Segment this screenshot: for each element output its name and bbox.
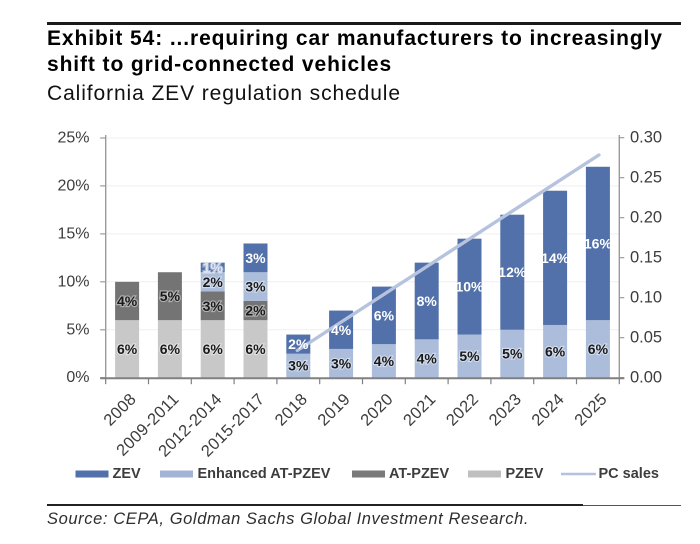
svg-text:2008: 2008 <box>100 390 140 430</box>
svg-text:PC sales: PC sales <box>599 466 659 482</box>
svg-text:2020: 2020 <box>357 390 397 430</box>
svg-text:6%: 6% <box>160 341 181 357</box>
svg-text:12%: 12% <box>498 264 527 280</box>
svg-text:2019: 2019 <box>314 390 354 430</box>
svg-text:6%: 6% <box>545 343 566 359</box>
svg-text:14%: 14% <box>541 250 570 266</box>
svg-text:4%: 4% <box>117 293 138 309</box>
svg-text:20%: 20% <box>57 177 89 194</box>
svg-text:25%: 25% <box>57 130 89 147</box>
svg-text:0%: 0% <box>66 369 89 386</box>
svg-text:AT-PZEV: AT-PZEV <box>389 466 449 482</box>
svg-text:2025: 2025 <box>571 390 611 430</box>
svg-text:1%: 1% <box>203 259 224 275</box>
svg-text:2022: 2022 <box>443 390 483 430</box>
svg-text:6%: 6% <box>588 341 609 357</box>
svg-text:6%: 6% <box>374 307 395 323</box>
svg-text:2%: 2% <box>203 274 224 290</box>
svg-text:2%: 2% <box>245 303 266 319</box>
svg-text:8%: 8% <box>417 293 438 309</box>
svg-text:10%: 10% <box>455 279 484 295</box>
svg-text:0.20: 0.20 <box>630 209 662 227</box>
svg-text:15%: 15% <box>57 225 89 242</box>
svg-text:0.00: 0.00 <box>630 369 662 387</box>
svg-text:5%: 5% <box>160 288 181 304</box>
svg-text:2021: 2021 <box>400 390 440 430</box>
svg-text:6%: 6% <box>245 341 266 357</box>
svg-text:0.25: 0.25 <box>630 169 662 187</box>
svg-text:4%: 4% <box>374 353 395 369</box>
svg-text:3%: 3% <box>203 298 224 314</box>
svg-text:6%: 6% <box>203 341 224 357</box>
svg-text:3%: 3% <box>245 279 266 295</box>
svg-text:5%: 5% <box>66 321 89 338</box>
svg-text:2024: 2024 <box>528 390 568 430</box>
svg-text:3%: 3% <box>288 358 309 374</box>
svg-text:16%: 16% <box>584 236 613 252</box>
svg-text:Enhanced AT-PZEV: Enhanced AT-PZEV <box>198 466 331 482</box>
svg-text:5%: 5% <box>502 346 523 362</box>
svg-text:ZEV: ZEV <box>113 466 142 482</box>
svg-text:6%: 6% <box>117 341 138 357</box>
svg-text:2018: 2018 <box>272 390 312 430</box>
svg-text:0.15: 0.15 <box>630 249 662 267</box>
svg-text:0.30: 0.30 <box>630 129 662 147</box>
svg-text:PZEV: PZEV <box>506 466 544 482</box>
svg-text:4%: 4% <box>417 351 438 367</box>
svg-text:10%: 10% <box>57 273 89 290</box>
svg-text:0.05: 0.05 <box>630 329 662 347</box>
svg-text:2023: 2023 <box>486 390 526 430</box>
svg-text:3%: 3% <box>331 355 352 371</box>
svg-text:0.10: 0.10 <box>630 289 662 307</box>
svg-text:4%: 4% <box>331 322 352 338</box>
svg-text:2%: 2% <box>288 336 309 352</box>
svg-text:3%: 3% <box>245 250 266 266</box>
svg-text:5%: 5% <box>459 348 480 364</box>
